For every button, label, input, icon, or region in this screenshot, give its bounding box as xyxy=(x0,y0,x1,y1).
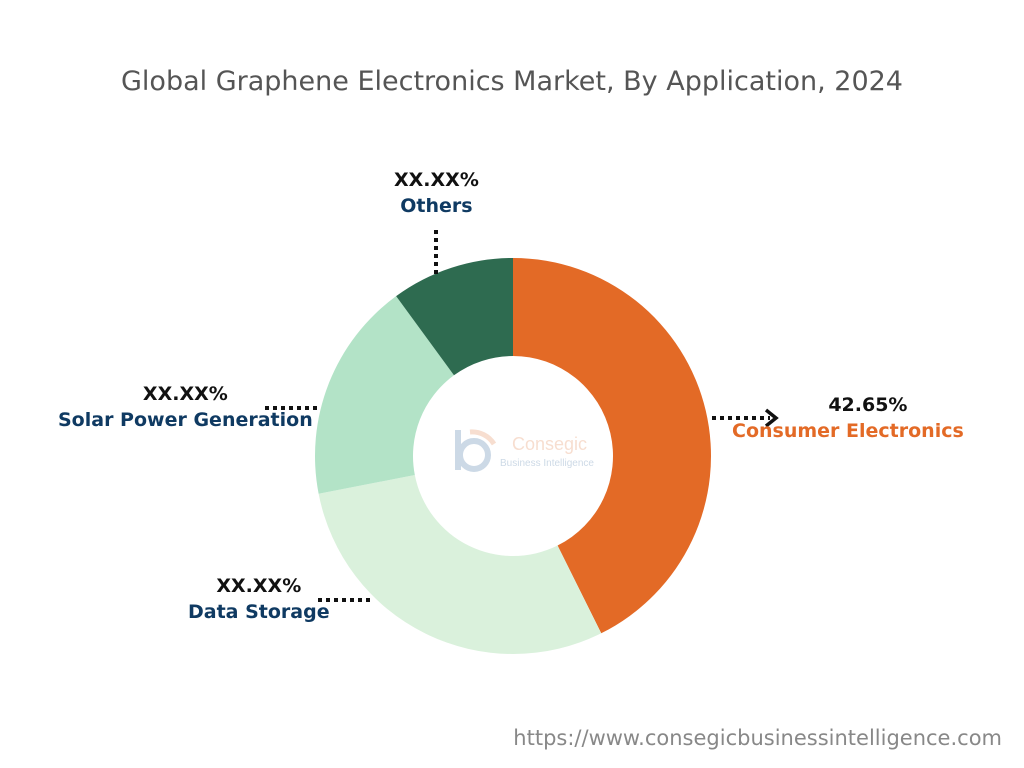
footer-url[interactable]: https://www.consegicbusinessintelligence… xyxy=(513,726,1002,750)
data-label: XX.XX% xyxy=(394,169,479,191)
slice-others xyxy=(396,258,513,376)
arrow-head-icon xyxy=(764,408,779,428)
data-label: 42.65% xyxy=(828,394,908,416)
watermark-brand: Consegic xyxy=(512,434,587,454)
data-label: XX.XX% xyxy=(216,575,302,597)
label-data-storage: XX.XX% Data Storage xyxy=(188,573,330,625)
data-label: XX.XX% xyxy=(142,383,228,405)
chart-title: Global Graphene Electronics Market, By A… xyxy=(121,66,903,97)
slice-consumer-electronics xyxy=(513,258,711,634)
label-others: XX.XX% Others xyxy=(394,167,479,219)
category-label: Consumer Electronics xyxy=(732,420,964,442)
category-label: Others xyxy=(400,195,473,217)
label-consumer-electronics: 42.65% Consumer Electronics xyxy=(732,392,964,444)
watermark-tagline: Business Intelligence xyxy=(500,458,594,469)
slice-solar-power-generation xyxy=(314,296,454,494)
label-solar-power: XX.XX% Solar Power Generation xyxy=(58,381,313,433)
category-label: Data Storage xyxy=(188,601,330,623)
category-label: Solar Power Generation xyxy=(58,409,313,431)
slice-data-storage xyxy=(318,475,602,655)
watermark-logo: Consegic Business Intelligence xyxy=(455,429,594,472)
